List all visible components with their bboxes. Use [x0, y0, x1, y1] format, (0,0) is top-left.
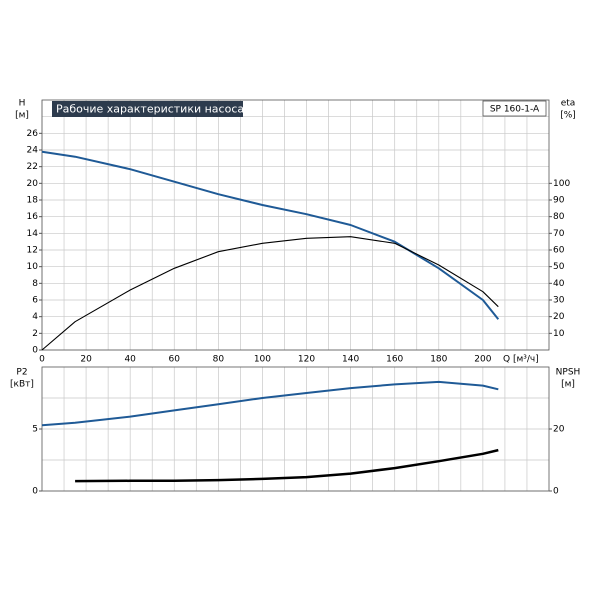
x-tick-label: 160 [386, 355, 403, 365]
y2-axis-unit: [%] [560, 111, 576, 121]
chart-title: Рабочие характеристики насоса [56, 103, 244, 116]
y2-axis-unit: [м] [561, 380, 575, 390]
data-line [41, 150, 500, 320]
y2-axis-label: eta [561, 99, 576, 109]
y-tick-label: 2 [32, 329, 38, 339]
y-tick-label: 16 [27, 212, 39, 222]
y2-tick-label: 70 [553, 229, 565, 239]
y2-tick-label: 60 [553, 246, 565, 256]
y2-tick-label: 20 [553, 312, 565, 322]
model-box [482, 100, 547, 117]
y-tick-label: 14 [27, 229, 39, 239]
y2-tick-label: 10 [553, 329, 565, 339]
y2-tick-label: 20 [553, 425, 565, 435]
data-line [75, 448, 499, 483]
y-axis-label: H [19, 99, 26, 109]
x-tick-label: 80 [213, 355, 225, 365]
title-box [52, 101, 243, 117]
y-tick-label: 0 [32, 346, 38, 356]
y-tick-label: 5 [32, 425, 38, 435]
y2-tick-label: 30 [553, 296, 565, 306]
y-tick-label: 12 [27, 246, 38, 256]
model-label: SP 160-1-A [490, 105, 540, 115]
y-tick-label: 24 [27, 146, 39, 156]
x-tick-label: 200 [474, 355, 491, 365]
y2-tick-label: 80 [553, 212, 565, 222]
x-tick-label: 0 [39, 355, 45, 365]
y-tick-label: 18 [27, 196, 39, 206]
y2-tick-label: 90 [553, 196, 565, 206]
plot-frame [41, 99, 550, 351]
x-tick-label: 20 [80, 355, 92, 365]
y-tick-label: 10 [27, 262, 39, 272]
data-line [41, 380, 499, 427]
x-tick-label: 40 [124, 355, 136, 365]
x-tick-label: 100 [254, 355, 271, 365]
y-tick-label: 0 [32, 487, 38, 497]
y-axis-unit: [кВт] [10, 380, 34, 390]
data-line [41, 236, 499, 351]
x-tick-label: 180 [430, 355, 447, 365]
y-tick-label: 22 [27, 162, 38, 172]
x-tick-label: 60 [169, 355, 181, 365]
y-tick-label: 8 [32, 279, 38, 289]
y-axis-unit: [м] [15, 111, 29, 121]
x-axis-label: Q [м³/ч] [503, 355, 539, 365]
y2-tick-label: 100 [553, 179, 570, 189]
y2-tick-label: 0 [553, 487, 559, 497]
y2-axis-label: NPSH [556, 368, 581, 378]
x-tick-label: 120 [298, 355, 315, 365]
y2-tick-label: 40 [553, 279, 565, 289]
y2-tick-label: 50 [553, 262, 565, 272]
y-tick-label: 6 [32, 296, 38, 306]
y-tick-label: 20 [27, 179, 39, 189]
y-axis-label: P2 [16, 368, 27, 378]
x-tick-label: 140 [342, 355, 359, 365]
y-tick-label: 26 [27, 129, 39, 139]
y-tick-label: 4 [32, 312, 38, 322]
